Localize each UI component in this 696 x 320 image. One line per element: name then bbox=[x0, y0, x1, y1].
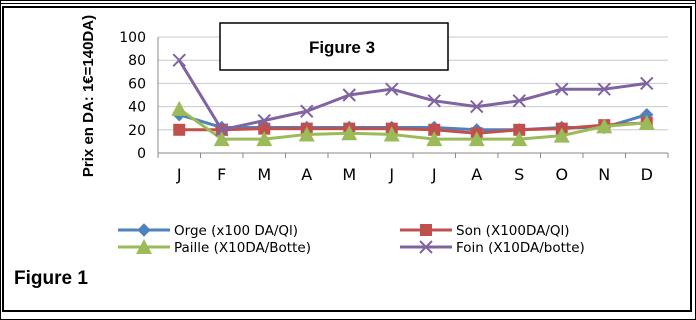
legend-label: Paille (X10DA/Botte) bbox=[174, 240, 311, 256]
data-point bbox=[640, 76, 654, 91]
x-tick-label: A bbox=[471, 165, 482, 184]
x-tick-label: N bbox=[598, 165, 610, 184]
chart-title: Figure 3 bbox=[309, 38, 375, 57]
data-point bbox=[553, 127, 570, 143]
data-point bbox=[513, 123, 526, 136]
data-point bbox=[172, 53, 186, 67]
data-point bbox=[215, 123, 229, 137]
y-axis-label: Prix en DA: 1€=140DA) bbox=[80, 15, 97, 177]
chart-area-border bbox=[2, 6, 692, 312]
data-point bbox=[383, 126, 400, 142]
x-tick-label: J bbox=[176, 165, 182, 184]
series-line bbox=[178, 107, 647, 141]
y-tick-label: 60 bbox=[128, 76, 146, 92]
legend-label: Son (X100DA/Ql) bbox=[456, 223, 570, 239]
data-point bbox=[171, 100, 188, 116]
x-tick-label: D bbox=[641, 165, 653, 184]
data-point bbox=[213, 131, 230, 147]
x-tick-label: J bbox=[388, 165, 394, 184]
legend-label: Foin (X10DA/botte) bbox=[456, 240, 585, 256]
data-point bbox=[341, 125, 358, 141]
data-point bbox=[300, 104, 314, 118]
y-tick-label: 0 bbox=[137, 146, 146, 162]
x-tick-label: J bbox=[431, 165, 437, 184]
data-point bbox=[470, 99, 484, 114]
data-point bbox=[468, 131, 485, 147]
data-point bbox=[385, 82, 399, 96]
x-tick-label: A bbox=[301, 165, 312, 184]
legend-marker bbox=[137, 223, 151, 237]
legend-marker bbox=[420, 224, 432, 236]
data-point bbox=[428, 123, 441, 136]
data-point bbox=[427, 94, 441, 108]
data-point bbox=[512, 94, 526, 108]
data-point bbox=[555, 82, 569, 96]
x-tick-label: M bbox=[342, 165, 356, 184]
data-point bbox=[638, 114, 655, 130]
y-tick-label: 40 bbox=[128, 100, 146, 116]
frame-top-rule bbox=[0, 3, 696, 4]
data-point bbox=[511, 131, 528, 147]
y-tick-label: 100 bbox=[119, 30, 146, 46]
series-line bbox=[177, 59, 647, 132]
data-point bbox=[342, 88, 356, 102]
data-point bbox=[596, 118, 613, 134]
data-point bbox=[173, 123, 186, 136]
data-point bbox=[256, 131, 273, 147]
legend-marker bbox=[136, 239, 152, 254]
y-tick-label: 80 bbox=[128, 53, 146, 69]
data-point bbox=[257, 113, 271, 128]
data-point bbox=[258, 122, 271, 135]
series-line bbox=[179, 121, 647, 135]
x-tick-label: F bbox=[217, 165, 226, 184]
data-point bbox=[298, 126, 315, 142]
legend-marker bbox=[419, 240, 433, 254]
legend-label: Orge (x100 DA/Ql) bbox=[174, 223, 298, 239]
x-tick-label: O bbox=[555, 165, 568, 184]
x-tick-label: S bbox=[514, 165, 524, 184]
x-tick-label: M bbox=[257, 165, 271, 184]
title-box bbox=[219, 22, 449, 71]
data-point bbox=[597, 82, 611, 96]
figure-caption: Figure 1 bbox=[14, 268, 88, 289]
data-point bbox=[426, 131, 443, 147]
y-tick-label: 20 bbox=[128, 123, 146, 139]
